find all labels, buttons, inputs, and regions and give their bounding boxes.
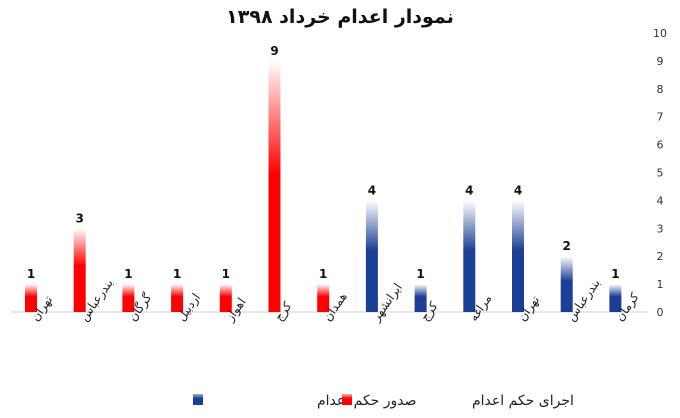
y-tick-label: 1 bbox=[657, 278, 664, 291]
bar bbox=[414, 284, 427, 312]
data-label: 2 bbox=[563, 239, 571, 253]
bar bbox=[365, 200, 378, 312]
y-tick-label: 9 bbox=[657, 55, 664, 68]
bar bbox=[512, 200, 524, 312]
y-tick-label: 7 bbox=[657, 111, 664, 124]
data-label: 1 bbox=[27, 267, 35, 281]
y-tick-label: 5 bbox=[657, 167, 664, 180]
bar bbox=[171, 284, 184, 312]
data-label: 4 bbox=[514, 183, 522, 197]
bar bbox=[73, 228, 86, 312]
bar bbox=[463, 200, 476, 312]
data-label: 1 bbox=[611, 267, 619, 281]
y-tick-label: 6 bbox=[657, 139, 664, 152]
legend-swatch-red bbox=[342, 394, 352, 405]
legend-swatch-blue bbox=[193, 394, 203, 405]
bar bbox=[609, 284, 622, 312]
data-label: 1 bbox=[319, 267, 327, 281]
legend-label-red: اجرای حکم اعدام bbox=[472, 393, 574, 409]
y-tick-label: 4 bbox=[657, 194, 664, 207]
data-label: 1 bbox=[416, 267, 424, 281]
y-tick-label: 0 bbox=[657, 306, 664, 319]
bar bbox=[268, 60, 281, 313]
bar bbox=[317, 284, 330, 312]
data-label: 1 bbox=[173, 267, 181, 281]
y-axis: 0 1 2 3 4 5 6 7 8 9 10 bbox=[653, 27, 667, 319]
bar bbox=[560, 256, 573, 312]
bars bbox=[25, 60, 622, 313]
data-label: 3 bbox=[76, 211, 84, 225]
data-label: 9 bbox=[270, 44, 278, 58]
y-tick-label: 8 bbox=[657, 83, 664, 96]
data-label: 4 bbox=[368, 183, 376, 197]
bar bbox=[122, 284, 135, 312]
data-label: 1 bbox=[222, 267, 230, 281]
y-tick-label: 3 bbox=[657, 222, 664, 235]
y-tick-label: 2 bbox=[657, 250, 664, 263]
bar bbox=[219, 284, 232, 312]
bar bbox=[25, 284, 37, 312]
x-axis: تهران بندرعباس گرگان اردبیل اهواز کرج همدان ایر… bbox=[28, 276, 643, 325]
data-label: 4 bbox=[465, 183, 473, 197]
y-tick-label: 10 bbox=[653, 27, 667, 40]
legend-label-blue: صدور حکم اعدام bbox=[317, 393, 417, 409]
legend: صدور حکم اعدام اجرای حکم اعدام bbox=[193, 393, 574, 409]
chart-title: نمودار اعدام خرداد ۱۳۹۸ bbox=[226, 6, 454, 28]
data-label: 1 bbox=[124, 267, 132, 281]
data-labels: 1 3 1 1 1 9 1 4 1 4 4 2 1 bbox=[27, 44, 620, 281]
